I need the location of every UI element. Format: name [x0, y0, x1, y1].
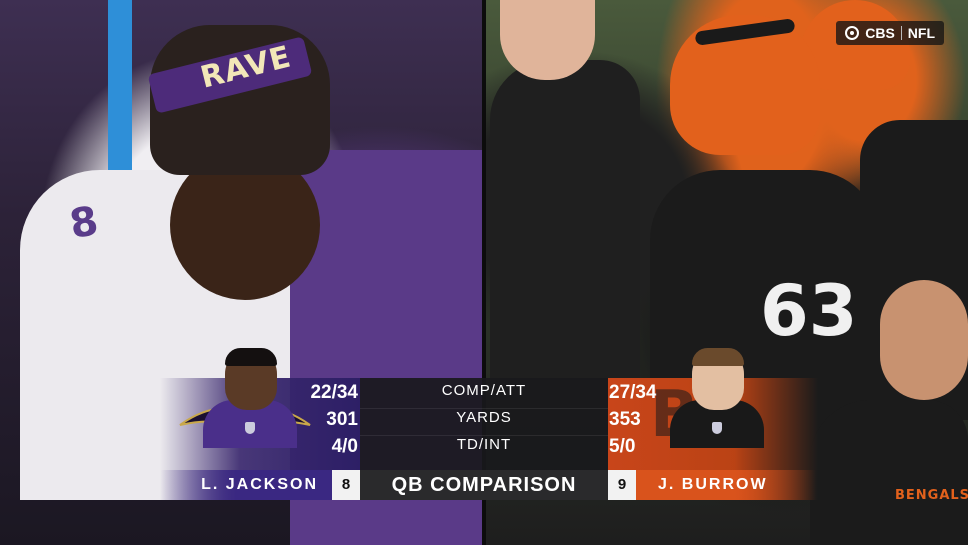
left-stat-value: 4/0	[331, 436, 358, 457]
left-player-number: 8	[332, 470, 360, 500]
name-bar: L. JACKSON 8 QB COMPARISON 9 J. BURROW	[0, 470, 968, 500]
stat-row-yards: 301 YARDS 353	[0, 409, 968, 435]
headshot-hair	[225, 348, 277, 366]
right-stat-value: 27/34	[609, 382, 657, 403]
row-separator	[360, 435, 608, 436]
player-face	[170, 150, 320, 300]
sideline-post	[108, 0, 132, 170]
split-divider	[482, 0, 486, 545]
network-brand: CBS	[865, 25, 895, 41]
network-separator	[900, 26, 902, 40]
left-stat-value: 301	[326, 409, 358, 430]
stat-row-comp-att: 22/34 COMP/ATT 27/34	[0, 382, 968, 408]
coach-head	[500, 0, 595, 80]
right-stat-value: 353	[609, 409, 641, 430]
bengals-jersey-text: BENGALS	[895, 488, 968, 503]
row-separator	[360, 408, 608, 409]
jackson-headshot	[203, 348, 297, 448]
graphic-title: QB COMPARISON	[360, 470, 608, 500]
nfl-shield-icon	[245, 422, 255, 434]
right-stat-value: 5/0	[609, 436, 636, 457]
stats-center-panel	[360, 378, 608, 476]
burrow-headshot	[670, 348, 764, 448]
bengals-jersey-number: 63	[760, 270, 858, 352]
bengals-player-head	[880, 280, 968, 400]
network-league: NFL	[907, 25, 935, 41]
helmet-stripe	[694, 18, 796, 46]
nfl-shield-icon	[712, 422, 722, 434]
left-player-name: L. JACKSON	[160, 470, 332, 500]
headshot-hair	[692, 348, 744, 366]
bengals-helmet-front	[670, 15, 820, 155]
stat-row-td-int: 4/0 TD/INT 5/0	[0, 436, 968, 462]
network-logo: CBS NFL	[836, 21, 944, 45]
coach-shirt	[490, 60, 640, 380]
right-player-number: 9	[608, 470, 636, 500]
left-stat-value: 22/34	[310, 382, 358, 403]
qb-comparison-graphic: 22/34 COMP/ATT 27/34 301 YARDS 353 4/0 T…	[0, 378, 968, 500]
cbs-eye-icon	[845, 26, 860, 40]
stat-label: YARDS	[456, 409, 512, 426]
bengals-player-foreground	[810, 400, 968, 545]
stat-label: TD/INT	[456, 436, 512, 453]
right-player-name: J. BURROW	[636, 470, 816, 500]
stat-label: COMP/ATT	[441, 382, 527, 399]
